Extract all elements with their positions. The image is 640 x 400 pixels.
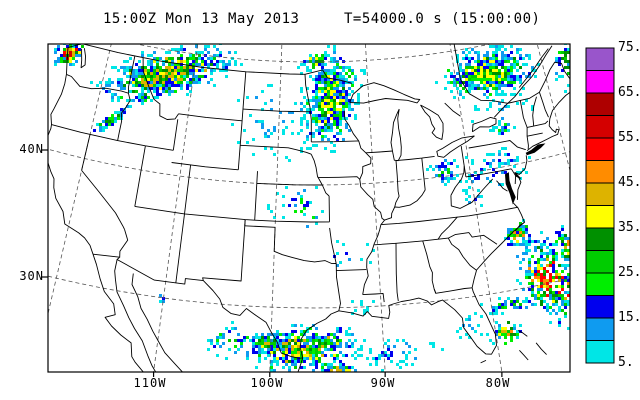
colorbar-label-65: 65. xyxy=(618,85,640,100)
colorbar-label-5: 5. xyxy=(618,355,634,370)
colorbar-swatch-40 xyxy=(585,182,615,206)
colorbar-swatch-65 xyxy=(585,70,615,94)
colorbar-swatch-25 xyxy=(585,250,615,274)
colorbar-label-15: 15. xyxy=(618,310,640,325)
colorbar-swatch-55 xyxy=(585,115,615,139)
lon-label-90w: 90W xyxy=(370,376,396,390)
colorbar-swatch-20 xyxy=(585,272,615,296)
map-frame xyxy=(42,43,571,377)
lon-label-110w: 110W xyxy=(133,376,167,390)
lon-label-80w: 80W xyxy=(485,376,511,390)
lon-label-100w: 100W xyxy=(250,376,284,390)
colorbar-swatch-70 xyxy=(585,47,615,71)
lat-label-40n: 40N xyxy=(19,142,44,156)
colorbar-swatch-35 xyxy=(585,205,615,229)
colorbar-swatch-30 xyxy=(585,227,615,251)
colorbar xyxy=(585,47,615,364)
colorbar-label-75: 75. xyxy=(618,40,640,55)
colorbar-label-45: 45. xyxy=(618,175,640,190)
radar-overlay xyxy=(54,44,570,372)
colorbar-swatch-15 xyxy=(585,295,615,319)
lat-label-30n: 30N xyxy=(19,269,44,283)
colorbar-swatch-10 xyxy=(585,317,615,341)
us-state-borders xyxy=(48,44,570,372)
colorbar-swatch-45 xyxy=(585,160,615,184)
title-timestamp: 15:00Z Mon 13 May 2013 xyxy=(103,11,300,27)
colorbar-swatch-5 xyxy=(585,340,615,364)
colorbar-swatch-50 xyxy=(585,137,615,161)
colorbar-swatch-60 xyxy=(585,92,615,116)
colorbar-label-55: 55. xyxy=(618,130,640,145)
title-model-time: T=54000.0 s (15:00:00) xyxy=(344,11,541,27)
colorbar-label-35: 35. xyxy=(618,220,640,235)
colorbar-label-25: 25. xyxy=(618,265,640,280)
